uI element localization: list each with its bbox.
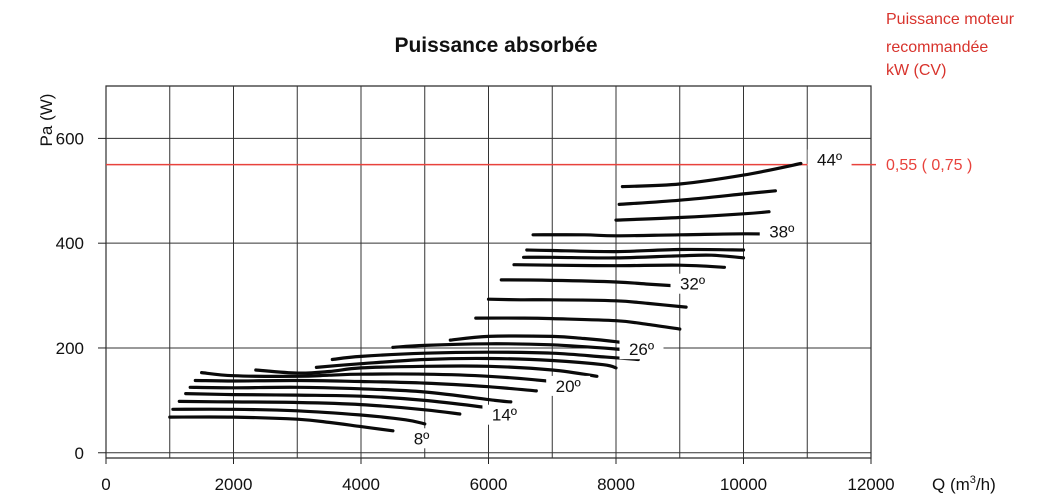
angle-label-bg xyxy=(759,221,804,242)
curve-14 xyxy=(486,297,688,309)
angle-label: 44º xyxy=(817,151,842,170)
x-axis-label-superscript: 3 xyxy=(970,474,976,486)
series-group xyxy=(168,161,803,433)
curve-13 xyxy=(474,316,682,331)
x-axis-label-end: /h) xyxy=(976,475,996,494)
motor-header-line-3: kW (CV) xyxy=(886,62,946,79)
curve-3 xyxy=(177,399,462,416)
curve-1 xyxy=(168,415,395,433)
angle-label-bg xyxy=(546,375,591,396)
curve-16 xyxy=(512,263,726,269)
y-tick-label: 0 xyxy=(75,444,84,463)
angle-label: 20º xyxy=(556,377,581,396)
y-tick-label: 200 xyxy=(56,339,84,358)
angle-labels: 8º 14º 20º 26º 32º 38º 44º xyxy=(399,149,852,449)
y-axis-label: Pa (W) xyxy=(37,94,56,147)
curve-10 xyxy=(330,350,640,362)
curve-20 xyxy=(614,210,771,222)
curve-8 xyxy=(254,364,599,378)
angle-label-bg xyxy=(482,404,527,425)
curve-18 xyxy=(525,247,746,254)
angle-label-bg xyxy=(399,428,444,449)
y-tick-label: 400 xyxy=(56,234,84,253)
x-tick-label: 0 xyxy=(101,475,110,494)
angle-label: 14º xyxy=(492,406,517,425)
curve-7 xyxy=(200,371,573,387)
curve-19 xyxy=(531,232,784,238)
curve-17 xyxy=(522,253,746,260)
curve-22 xyxy=(620,161,803,189)
x-tick-label: 10000 xyxy=(720,475,767,494)
motor-header-line-2: recommandée xyxy=(886,39,988,56)
motor-header-line-1: Puissance moteur xyxy=(886,11,1015,28)
chart-title: Puissance absorbée xyxy=(394,34,597,57)
curve-11 xyxy=(391,342,640,354)
curve-5 xyxy=(188,385,513,404)
angle-label: 8º xyxy=(414,429,430,448)
curve-4 xyxy=(184,392,491,410)
angle-label-bg xyxy=(619,339,664,360)
x-tick-label: 2000 xyxy=(215,475,253,494)
x-tick-label: 12000 xyxy=(847,475,894,494)
tick-labels: 0 2000 4000 6000 8000 10000 12000 0 200 400 600 xyxy=(56,129,895,494)
angle-label-bg xyxy=(807,149,852,170)
curve-2 xyxy=(171,407,427,426)
motor-power-header: Puissance moteur recommandée kW (CV) xyxy=(886,11,1019,79)
curve-21 xyxy=(617,189,777,206)
y-tick-label: 600 xyxy=(56,129,84,148)
angle-label-bg xyxy=(670,273,715,294)
angle-label: 26º xyxy=(629,340,654,359)
curve-12 xyxy=(448,334,656,349)
x-axis-label-main: Q (m xyxy=(932,475,970,494)
x-axis-label: Q (m3/h) xyxy=(932,474,996,494)
angle-label: 38º xyxy=(769,222,794,241)
curve-9 xyxy=(314,356,618,370)
x-tick-label: 6000 xyxy=(470,475,508,494)
x-tick-label: 4000 xyxy=(342,475,380,494)
x-tick-label: 8000 xyxy=(597,475,635,494)
curve-6 xyxy=(193,378,538,393)
reference-line-label: 0,55 ( 0,75 ) xyxy=(886,157,972,174)
angle-label: 32º xyxy=(680,275,705,294)
